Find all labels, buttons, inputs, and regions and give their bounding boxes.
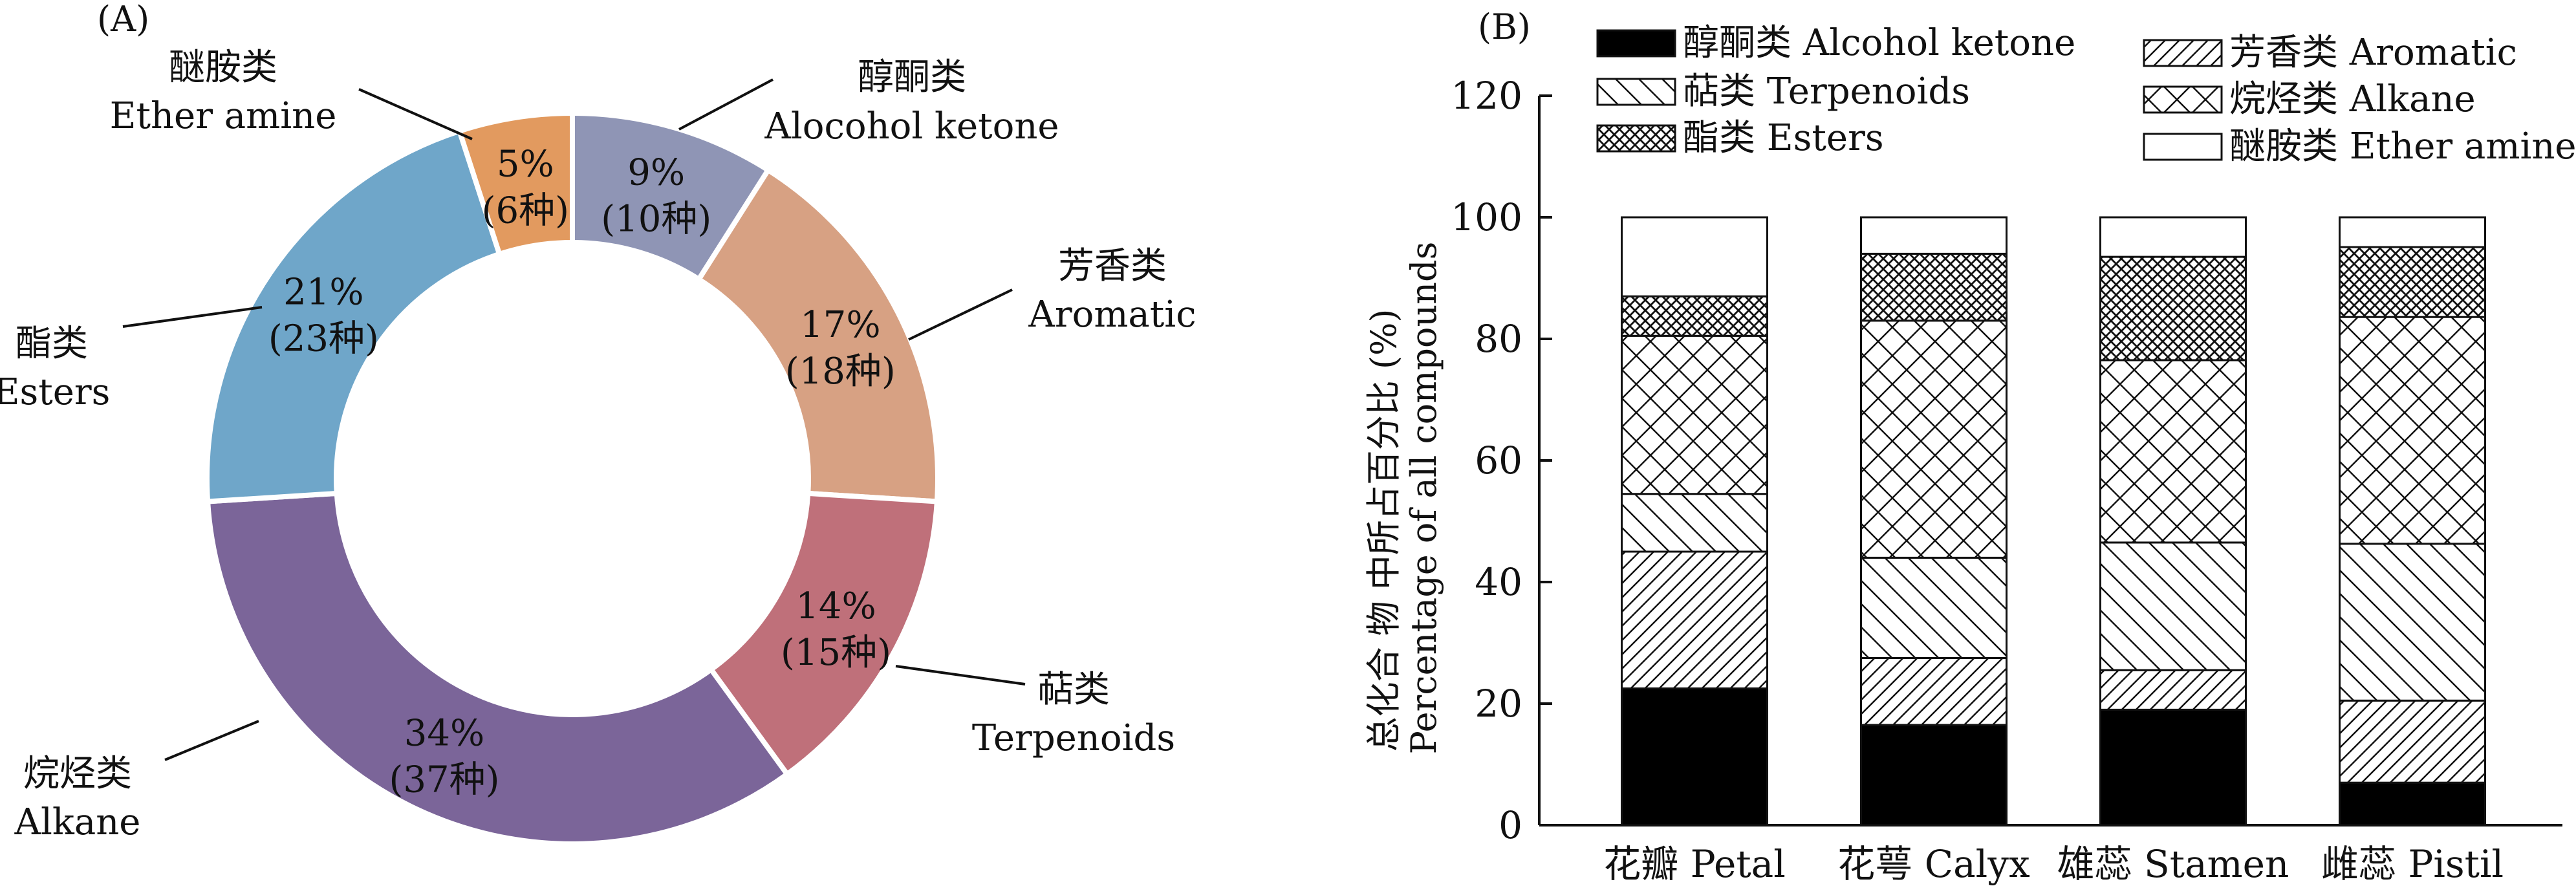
leader-line [164,720,259,761]
slice-name-en: Terpenoids [972,717,1175,759]
bar-segment-dense [2339,246,2486,318]
legend-swatch [2143,133,2223,161]
x-category-label: 花萼 Calyx [1837,842,2029,886]
slice-name-cn: 烷烃类 [23,753,132,795]
y-axis-title-en: Percentage of all compounds [1403,242,1444,755]
slice-name-cn: 萜类 [1037,669,1110,711]
slice-name-en: Alkane [14,801,141,843]
donut-slice-ether-amine [456,110,575,257]
slice-count-label: (10种) [601,198,711,240]
slice-percent-label: 17% [800,304,880,346]
legend-swatch [1596,29,1676,58]
bar-segment-dense [1860,252,2008,322]
slice-name-cn: 醇酮类 [858,56,966,98]
y-tick-label: 120 [1451,74,1522,118]
bar-segment-solid [1621,687,1768,827]
y-tick-label: 20 [1475,682,1522,726]
panel-b-label: (B) [1478,6,1531,47]
bar-segment-white [2339,216,2486,248]
y-tick-label: 40 [1475,560,1522,604]
donut-slice-esters [204,127,503,504]
slice-percent-label: 14% [796,585,876,627]
slice-name-en: Alocohol ketone [764,105,1059,147]
slice-count-label: (18种) [785,351,896,393]
bar-segment-back [2339,543,2486,702]
y-tick-label: 80 [1475,317,1522,361]
bar-segment-white [1621,216,1768,297]
slice-percent-label: 34% [404,713,484,755]
bar-segment-back [1860,556,2008,660]
bar-segment-fwd [2099,669,2247,711]
leader-line [908,288,1013,341]
legend-swatch [2143,85,2223,114]
legend-label: 烷烃类 Alkane [2229,78,2476,120]
y-tick-label: 100 [1451,195,1522,239]
legend-swatch [1596,124,1676,153]
legend-label: 酯类 Esters [1683,117,1884,159]
leader-line [122,306,263,328]
x-category-label: 花瓣 Petal [1603,842,1786,886]
y-axis-title-cn: 总化合 物 中所占百分比 (%) [1363,309,1404,752]
y-tick-label: 60 [1475,438,1522,482]
slice-name-cn: 酯类 [16,323,88,365]
legend-swatch [2143,39,2223,67]
legend-label: 芳香类 Aromatic [2229,32,2517,74]
slice-percent-label: 21% [283,272,363,314]
bar-segment-solid [2339,781,2486,827]
bar-segment-cross [1621,334,1768,495]
bar-segment-dense [2099,255,2247,362]
leader-line [358,88,473,140]
legend-label: 醚胺类 Ether amine [2229,125,2576,167]
slice-count-label: (37种) [389,759,500,801]
bar-segment-fwd [1860,657,2008,726]
legend-label: 醇酮类 Alcohol ketone [1683,22,2075,64]
slice-name-en: Aromatic [1028,294,1196,336]
slice-percent-label: 5% [497,144,554,186]
panel-a-label: (A) [97,0,149,39]
y-tick-label: 0 [1499,803,1522,847]
slice-count-label: (15种) [781,632,891,674]
legend-label: 萜类 Terpenoids [1683,70,1970,113]
bar-segment-fwd [1621,550,1768,689]
donut-slice-terpenoids [707,490,940,778]
slice-name-cn: 醚胺类 [169,47,277,89]
slice-name-cn: 芳香类 [1058,245,1167,287]
bar-segment-white [1860,216,2008,255]
bar-segment-cross [1860,319,2008,559]
panel-a-donut-chart: (A) 9% (10种) 醇酮类 Alocohol ketone 17% (18种) 芳香类… [0,0,1196,847]
bar-segment-back [2099,541,2247,671]
donut-slice-aromatic [695,166,940,504]
donut-slice-alkane [204,490,791,847]
x-category-label: 雌蕊 Pistil [2321,842,2504,886]
bar-segment-cross [2339,316,2486,545]
bar-segment-solid [1860,724,2008,827]
slice-count-label: (23种) [268,318,379,360]
bar-segment-fwd [2339,699,2486,784]
bar-segment-white [2099,216,2247,258]
slice-name-en: Ether amine [110,95,337,137]
leader-line [895,665,1026,686]
bar-segment-back [1621,493,1768,553]
slice-name-en: Esters [0,371,110,413]
slice-count-label: (6种) [482,190,569,232]
x-category-label: 雄蕊 Stamen [2057,842,2289,886]
leader-line [678,78,774,131]
panel-b-stacked-bar-chart: (B) 总化合 物 中所占百分比 (%) Percentage of all c… [1363,6,2576,886]
legend-swatch [1596,78,1676,106]
bar-segment-solid [2099,708,2247,827]
bar-segment-dense [1621,295,1768,337]
slice-percent-label: 9% [627,151,685,193]
bar-segment-cross [2099,359,2247,544]
